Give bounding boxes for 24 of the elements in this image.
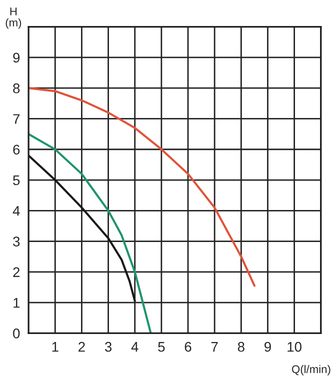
y-tick-label: 4 [12,206,20,216]
x-tick-label: 7 [211,342,218,352]
y-tick-label: 5 [13,175,20,186]
x-tick-label: 9 [264,342,271,352]
y-tick-label: 8 [13,83,20,94]
x-tick-label: 3 [104,342,112,352]
y-tick-label: 9 [13,52,20,63]
x-tick-label: 5 [158,342,165,352]
y-axis-title: H (m) [6,8,22,29]
x-tick-label: 10 [288,342,302,352]
line-series [28,133,152,334]
y-tick-label: 2 [13,267,20,277]
x-tick-label: 4 [131,342,138,352]
x-tick-label: 8 [238,342,244,352]
x-tick-label: 2 [78,342,85,352]
x-axis-title: Q(l/min) [292,364,330,376]
y-tick-label: 6 [13,144,20,155]
y-tick-label: 0 [13,328,20,338]
line-series [28,87,256,287]
y-tick-label: 7 [13,114,20,124]
y-tick-label: 1 [14,298,20,308]
x-tick-label: 6 [184,342,192,352]
x-tick-label: 1 [52,342,58,352]
y-tick-label: 3 [13,236,20,246]
